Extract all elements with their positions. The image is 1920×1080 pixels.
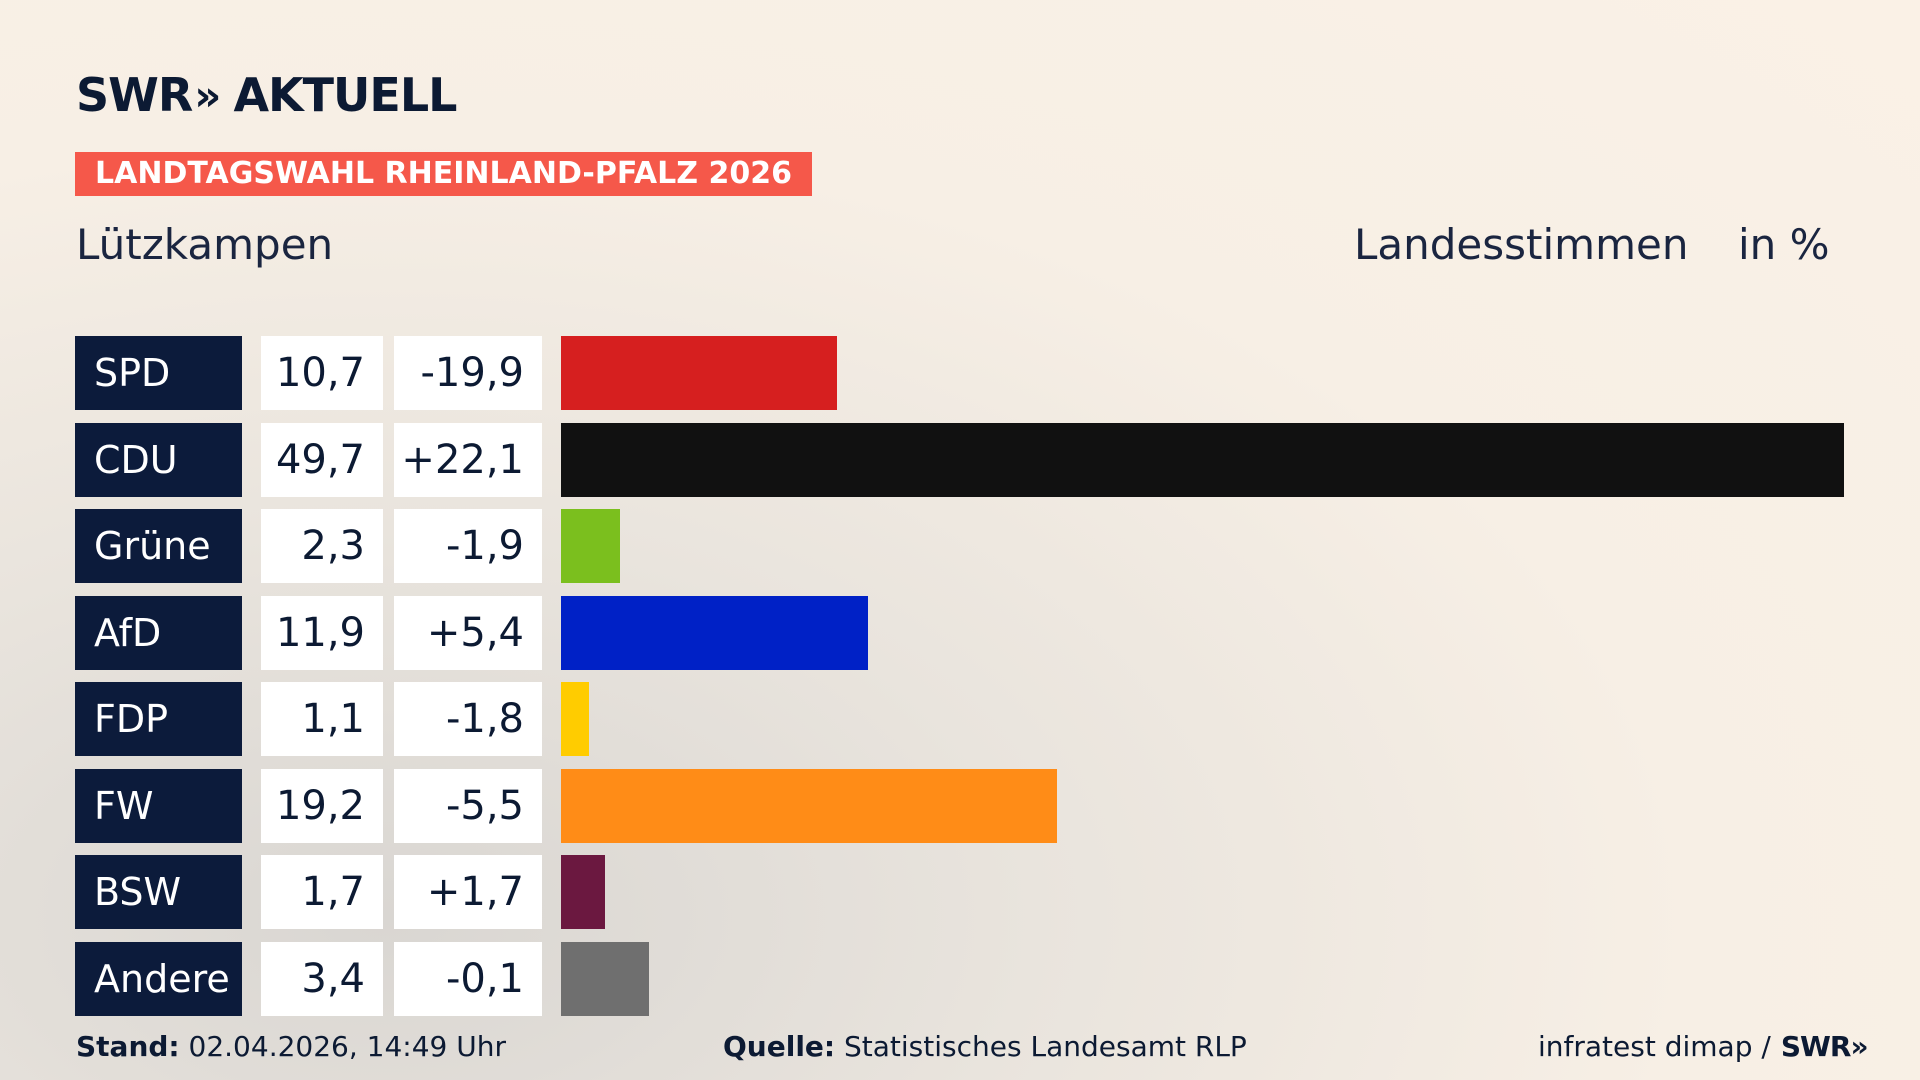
- vote-change-value: -5,5: [394, 768, 542, 843]
- vote-share-bar: [561, 768, 1057, 843]
- vote-change-value: +22,1: [394, 422, 542, 497]
- vote-change-value: -1,8: [394, 682, 542, 756]
- footer-stand: Stand: 02.04.2026, 14:49 Uhr: [76, 1030, 506, 1063]
- election-badge: LANDTAGSWAHL RHEINLAND-PFALZ 2026: [75, 152, 812, 196]
- result-row: AfD 11,9 +5,4: [75, 595, 1875, 670]
- party-label: BSW: [75, 855, 242, 929]
- result-row: Grüne 2,3 -1,9: [75, 509, 1875, 583]
- vote-change-value: -1,9: [394, 509, 542, 583]
- party-label: FW: [75, 768, 242, 843]
- quelle-value: Statistisches Landesamt RLP: [844, 1030, 1247, 1063]
- vote-share-value: 10,7: [261, 336, 383, 410]
- footer-quelle: Quelle: Statistisches Landesamt RLP: [723, 1030, 1247, 1063]
- vote-share-value: 1,1: [261, 682, 383, 756]
- result-row: BSW 1,7 +1,7: [75, 855, 1875, 929]
- credit-text: infratest dimap /: [1538, 1030, 1771, 1063]
- party-label: Andere: [75, 941, 242, 1016]
- swr-aktuell-logo: SWR » AKTUELL: [76, 68, 457, 122]
- vote-share-value: 49,7: [261, 422, 383, 497]
- vote-change-value: -0,1: [394, 941, 542, 1016]
- region-title: Lützkampen: [76, 220, 334, 269]
- party-label: CDU: [75, 422, 242, 497]
- logo-chevron-icon: »: [194, 70, 221, 120]
- unit-label: in %: [1738, 220, 1830, 269]
- metric-label: Landesstimmen: [1354, 220, 1689, 269]
- vote-share-value: 19,2: [261, 768, 383, 843]
- result-row: Andere 3,4 -0,1: [75, 941, 1875, 1016]
- stand-value: 02.04.2026, 14:49 Uhr: [188, 1030, 506, 1063]
- party-label: AfD: [75, 595, 242, 670]
- party-label: Grüne: [75, 509, 242, 583]
- vote-share-bar: [561, 509, 620, 583]
- vote-change-value: +1,7: [394, 855, 542, 929]
- result-row: FDP 1,1 -1,8: [75, 682, 1875, 756]
- footer-credit: infratest dimap / SWR»: [1538, 1030, 1869, 1063]
- party-label: FDP: [75, 682, 242, 756]
- vote-share-bar: [561, 682, 589, 756]
- vote-share-value: 3,4: [261, 941, 383, 1016]
- vote-share-bar: [561, 855, 605, 929]
- vote-share-value: 11,9: [261, 595, 383, 670]
- result-row: SPD 10,7 -19,9: [75, 336, 1875, 410]
- result-row: CDU 49,7 +22,1: [75, 422, 1875, 497]
- vote-share-bar: [561, 422, 1844, 497]
- vote-change-value: -19,9: [394, 336, 542, 410]
- vote-share-bar: [561, 941, 649, 1016]
- stand-label: Stand:: [76, 1030, 180, 1063]
- credit-swr-logo: SWR»: [1780, 1030, 1869, 1063]
- result-row: FW 19,2 -5,5: [75, 768, 1875, 843]
- quelle-label: Quelle:: [723, 1030, 836, 1063]
- logo-swr: SWR: [76, 68, 193, 122]
- party-label: SPD: [75, 336, 242, 410]
- vote-share-bar: [561, 595, 868, 670]
- vote-share-value: 1,7: [261, 855, 383, 929]
- vote-share-value: 2,3: [261, 509, 383, 583]
- vote-change-value: +5,4: [394, 595, 542, 670]
- vote-share-bar: [561, 336, 837, 410]
- logo-aktuell: AKTUELL: [233, 68, 457, 122]
